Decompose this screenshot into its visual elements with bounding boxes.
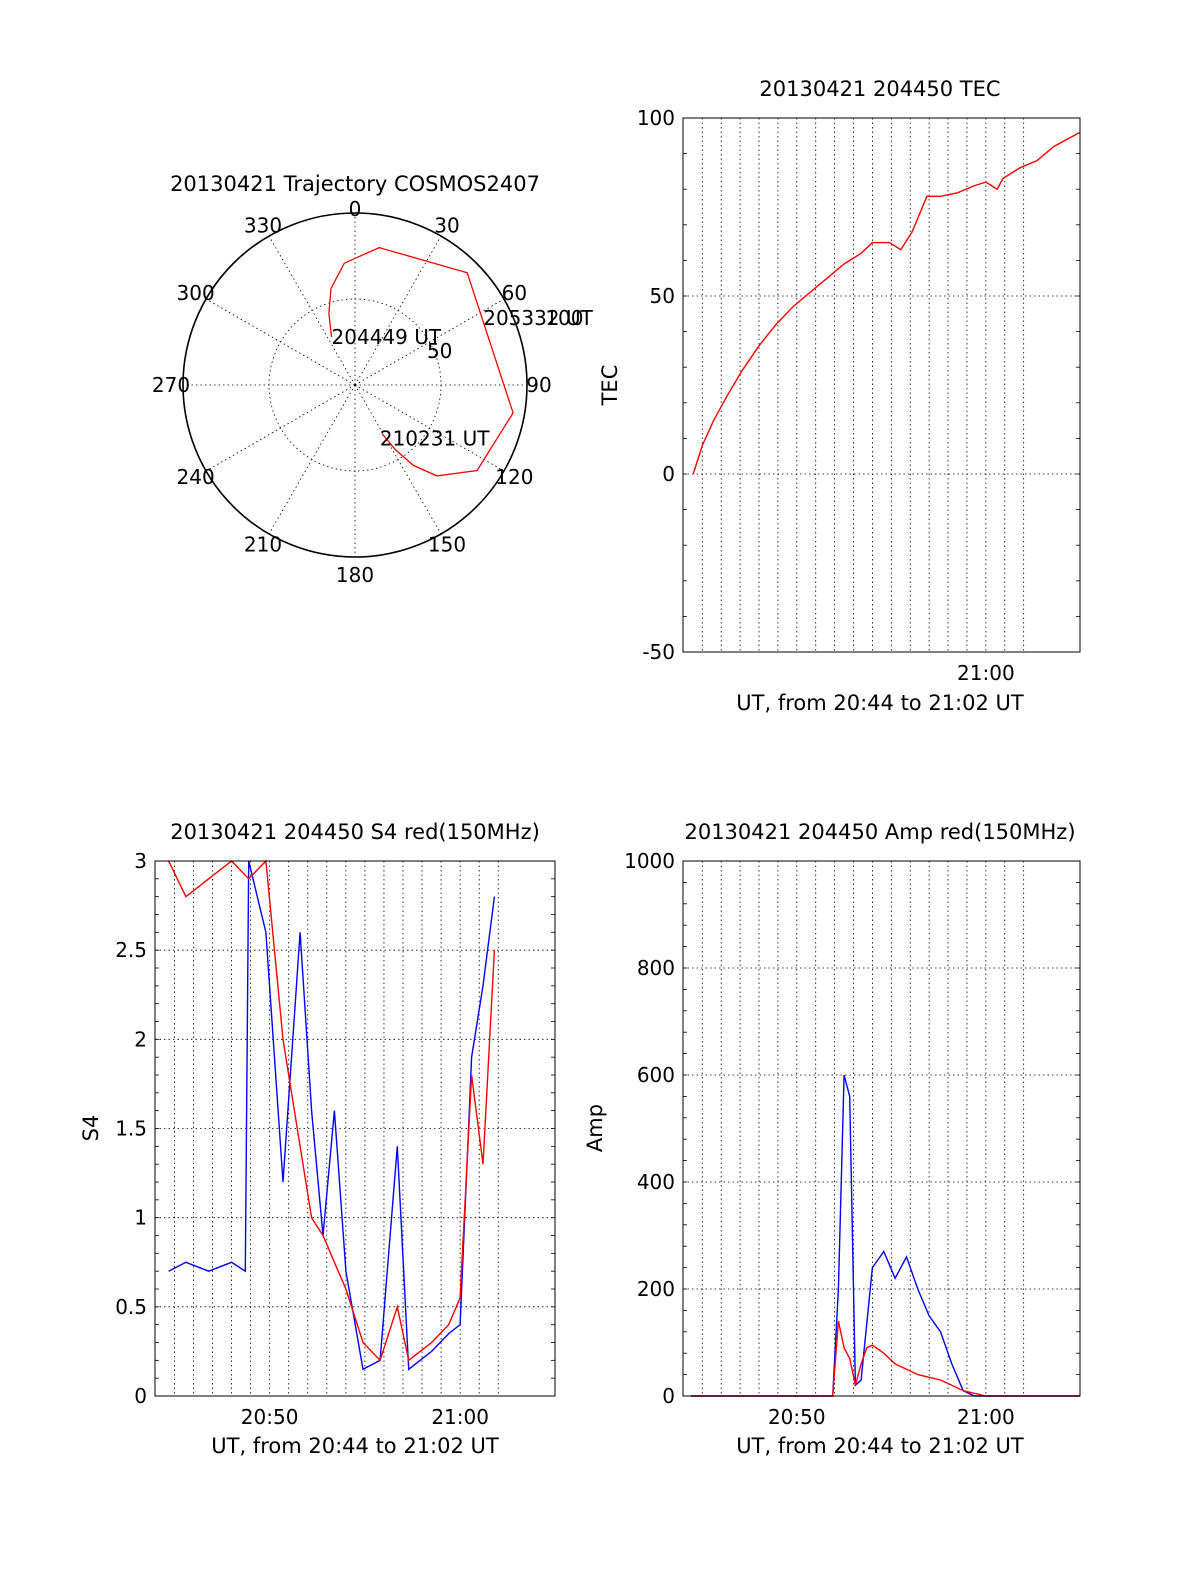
tec-chart: 20130421 204450 TEC TEC UT, from 20:44 t… (598, 77, 1081, 715)
angle-label: 240 (177, 465, 215, 489)
spoke-300 (205, 298, 356, 386)
x-tick-label: 21:00 (431, 1405, 489, 1429)
y-tick-label: 200 (637, 1277, 675, 1301)
y-tick-label: 50 (650, 284, 675, 308)
plot-frame (154, 860, 556, 1397)
y-tick-label: 800 (637, 956, 675, 980)
trajectory-line (328, 246, 514, 477)
y-tick-label: 0 (662, 1384, 675, 1408)
amp-chart: 20130421 204450 Amp red(150MHz) Amp UT, … (583, 820, 1081, 1458)
series-line-0 (692, 131, 1081, 475)
y-tick-label: 0.5 (115, 1295, 147, 1319)
series-line-1 (168, 859, 496, 1362)
tec-title: 20130421 204450 TEC (759, 77, 1000, 101)
series-line-0 (168, 860, 496, 1371)
tec-xlabel: UT, from 20:44 to 21:02 UT (736, 691, 1024, 715)
x-tick-label: 20:50 (768, 1405, 826, 1429)
trajectory-title: 20130421 Trajectory COSMOS2407 (170, 172, 540, 196)
s4-chart: 20130421 204450 S4 red(150MHz) S4 UT, fr… (79, 820, 556, 1458)
s4-xlabel: UT, from 20:44 to 21:02 UT (211, 1434, 499, 1458)
trajectory-time-label: 204449 UT (332, 325, 442, 349)
angle-label: 30 (434, 214, 459, 238)
y-tick-label: 100 (637, 106, 675, 130)
spoke-120 (354, 384, 505, 472)
y-tick-label: 400 (637, 1170, 675, 1194)
trajectory-time-label: 205332 UT (483, 306, 593, 330)
angle-label: 60 (502, 281, 527, 305)
angle-label: 90 (526, 373, 551, 397)
y-tick-label: 1.5 (115, 1117, 147, 1141)
y-tick-label: 600 (637, 1063, 675, 1087)
angle-label: 180 (336, 563, 374, 587)
y-tick-label: 2 (134, 1027, 147, 1051)
angle-label: 0 (349, 197, 362, 221)
y-tick-label: -50 (642, 640, 675, 664)
spoke-60 (354, 298, 505, 386)
spoke-210 (268, 384, 356, 535)
angle-label: 270 (152, 373, 190, 397)
s4-ylabel: S4 (79, 1115, 103, 1142)
trajectory-polar-chart: 20130421 Trajectory COSMOS2407 0 30 60 90 12… (152, 172, 594, 587)
y-tick-label: 1 (134, 1206, 147, 1230)
trajectory-track (328, 246, 514, 477)
x-tick-label: 21:00 (957, 1405, 1015, 1429)
spoke-330 (268, 235, 356, 386)
plot-frame (682, 860, 1081, 1397)
amp-ylabel: Amp (583, 1104, 607, 1152)
plot-frame (682, 117, 1081, 653)
trajectory-time-label: 210231 UT (380, 426, 490, 450)
angle-label: 120 (495, 465, 533, 489)
spoke-240 (205, 384, 356, 472)
y-tick-label: 1000 (624, 849, 675, 873)
angle-label: 210 (244, 532, 282, 556)
y-tick-label: 0 (662, 462, 675, 486)
spoke-30 (354, 235, 442, 386)
x-tick-label: 21:00 (957, 661, 1015, 685)
polar-grid (182, 212, 528, 558)
angle-label: 300 (177, 281, 215, 305)
trajectory-annotations: 204449 UT 205332 UT 210231 UT (332, 306, 594, 451)
polar-angle-labels: 0 30 60 90 120 150 180 210 240 270 300 330 50 100 (152, 197, 584, 587)
y-tick-label: 2.5 (115, 938, 147, 962)
spoke-150 (354, 384, 442, 535)
radial-label: 50 (427, 339, 452, 363)
s4-title: 20130421 204450 S4 red(150MHz) (170, 820, 540, 844)
angle-label: 150 (428, 532, 466, 556)
angle-label: 330 (244, 214, 282, 238)
x-tick-label: 20:50 (241, 1405, 299, 1429)
tec-ylabel: TEC (598, 365, 622, 407)
series-line-0 (690, 1074, 1080, 1397)
y-tick-label: 3 (134, 849, 147, 873)
series-line-1 (690, 1320, 1080, 1397)
y-tick-label: 0 (134, 1384, 147, 1408)
amp-title: 20130421 204450 Amp red(150MHz) (684, 820, 1075, 844)
radial-label: 100 (545, 306, 583, 330)
amp-xlabel: UT, from 20:44 to 21:02 UT (736, 1434, 1024, 1458)
